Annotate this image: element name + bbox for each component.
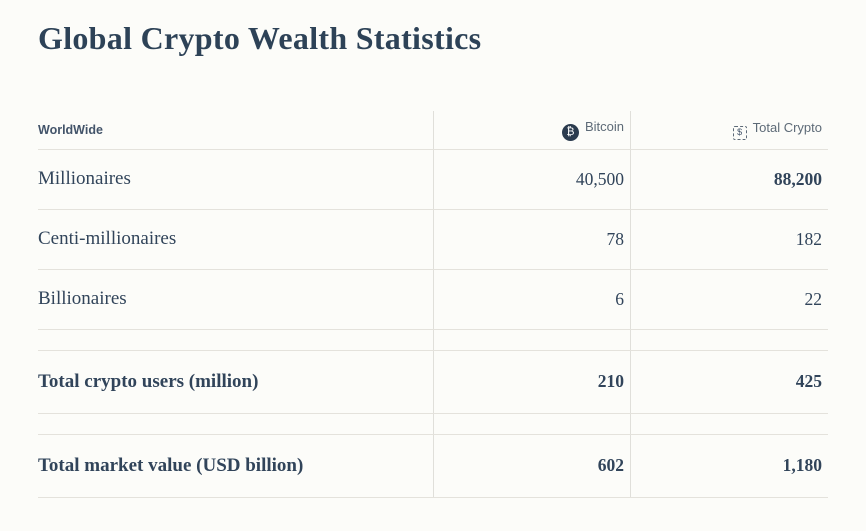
bitcoin-value: 40,500 [432, 149, 631, 210]
bitcoin-icon: ₿ [561, 123, 579, 141]
header-total-crypto-label: Total Crypto [752, 120, 822, 135]
total-crypto-value: 88,200 [630, 149, 828, 210]
row-label: Millionaires [38, 149, 433, 210]
row-label: Billionaires [38, 269, 433, 330]
table-row-billionaires: Billionaires 6 22 [38, 269, 828, 330]
header-bitcoin-label: Bitcoin [584, 118, 624, 134]
table-header-row: WorldWide ₿ Bitcoin $ Total Crypto [38, 111, 828, 150]
spacer-cell [630, 413, 828, 435]
total-crypto-value: 425 [630, 350, 828, 414]
spacer-cell [432, 329, 631, 351]
row-label: Centi-millionaires [38, 209, 433, 270]
dollar-chip-icon: $ [732, 125, 747, 140]
spacer-row [38, 329, 828, 351]
bitcoin-value: 210 [432, 350, 631, 414]
total-crypto-value: 22 [630, 269, 828, 330]
spacer-cell [432, 413, 631, 435]
row-label: Total crypto users (million) [38, 350, 433, 414]
header-total-crypto: $ Total Crypto [630, 111, 828, 150]
row-label: Total market value (USD billion) [38, 434, 433, 498]
spacer-cell [38, 413, 433, 435]
header-worldwide: WorldWide [38, 111, 433, 150]
spacer-cell [38, 329, 433, 351]
page: Global Crypto Wealth Statistics WorldWid… [38, 20, 828, 498]
table-row-total-crypto-users: Total crypto users (million) 210 425 [38, 350, 828, 414]
bitcoin-value: 602 [432, 434, 631, 498]
crypto-wealth-table: WorldWide ₿ Bitcoin $ Total Crypto Million… [38, 111, 828, 498]
table-row-total-market-value: Total market value (USD billion) 602 1,1… [38, 434, 828, 498]
table-row-centi-millionaires: Centi-millionaires 78 182 [38, 209, 828, 270]
bitcoin-value: 6 [432, 269, 631, 330]
page-title: Global Crypto Wealth Statistics [38, 20, 482, 56]
total-crypto-value: 182 [630, 209, 828, 270]
header-bitcoin: ₿ Bitcoin [432, 111, 631, 150]
table-row-millionaires: Millionaires 40,500 88,200 [38, 149, 828, 210]
bitcoin-value: 78 [432, 209, 631, 270]
total-crypto-value: 1,180 [630, 434, 828, 498]
spacer-row [38, 413, 828, 435]
spacer-cell [630, 329, 828, 351]
